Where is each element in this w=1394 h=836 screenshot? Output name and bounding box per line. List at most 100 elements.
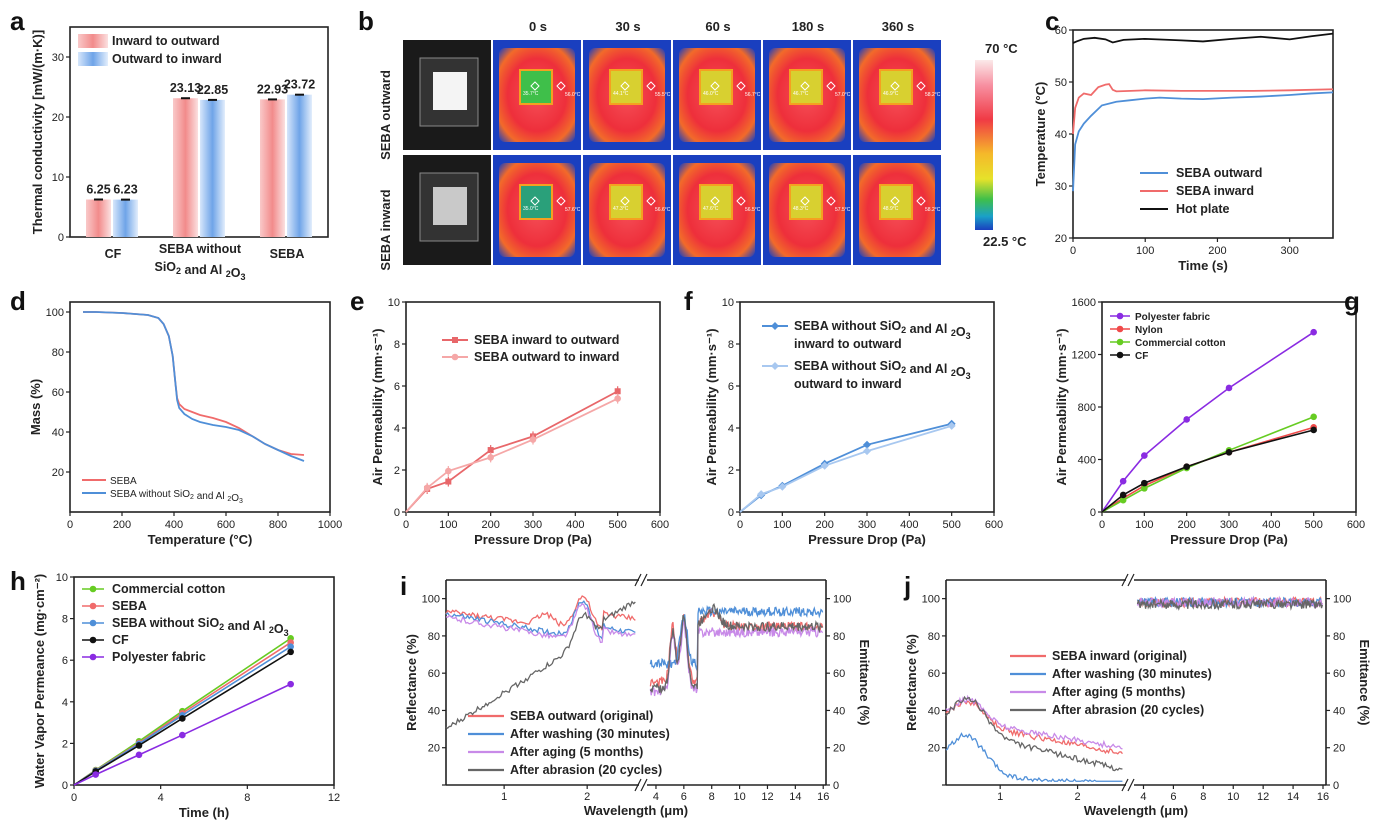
y2-tick-label: 0	[833, 780, 839, 792]
legend-label: SEBA outward (original)	[510, 709, 653, 723]
panel-d: 0 200 400 600 800 1000 20 40 60 80 100 Temperature …	[28, 301, 342, 547]
label-part: O	[231, 493, 239, 504]
y-tick-label: 10	[52, 172, 64, 184]
label-part: SEBA without SiO	[794, 359, 901, 373]
legend-marker	[89, 653, 97, 661]
legend-label: SEBA	[112, 599, 147, 613]
y-tick-label: 20	[52, 467, 64, 479]
y-tick-label: 40	[52, 427, 64, 439]
legend-label: Commercial cotton	[112, 582, 225, 596]
label-part: 3	[239, 498, 243, 505]
bar	[287, 94, 312, 238]
data-point	[1310, 328, 1317, 336]
axis-break	[634, 778, 642, 792]
category-label: SEBA	[270, 247, 305, 261]
data-label: 22.85	[197, 83, 228, 97]
probe-temp: 44.1°C	[613, 91, 629, 97]
y-tick-label: 10	[56, 572, 68, 584]
x-tick-label: 1000	[318, 519, 342, 531]
x-tick-label: 200	[481, 519, 499, 531]
legend-marker	[89, 602, 97, 610]
y-tick-label: 60	[928, 668, 940, 680]
probe-marker	[826, 196, 836, 206]
legend-label: inward to outward	[794, 337, 902, 351]
spectrum-line	[945, 699, 1123, 755]
x-tick-label: 400	[566, 519, 584, 531]
label-part: 2	[190, 494, 194, 501]
y-tick-label: 60	[428, 668, 440, 680]
emittance-line	[649, 607, 824, 687]
y-tick-label: 40	[928, 705, 940, 717]
panel-label: f	[684, 286, 693, 316]
bar	[260, 99, 285, 237]
panel-label: i	[400, 571, 407, 601]
y-axis-label: Air Permeability (mm·s⁻¹)	[370, 328, 385, 485]
legend-marker	[771, 322, 779, 330]
data-point	[1225, 384, 1233, 392]
x-tick-label: 300	[1220, 519, 1238, 531]
y-tick-label: 20	[1055, 233, 1067, 245]
panel-label: c	[1045, 6, 1059, 36]
panel-label: h	[10, 566, 26, 596]
series-line	[1072, 32, 1334, 44]
x-tick-label: 10	[1227, 791, 1239, 803]
x-tick-label: 800	[269, 519, 287, 531]
x-tick-label: 2	[584, 791, 590, 803]
legend-marker	[452, 337, 458, 343]
x-axis-label: Wavelength (μm)	[584, 803, 688, 818]
x-tick-label: 6	[1170, 791, 1176, 803]
label-part: 2	[226, 269, 231, 279]
panel-a: 0 10 20 30 Thermal conductivity [mW/(m·K)] 6.…	[30, 26, 329, 282]
plot-frame	[69, 26, 329, 238]
label-part: 2	[951, 328, 956, 338]
bar	[86, 199, 111, 237]
data-point	[778, 482, 787, 491]
x-tick-label: 16	[1317, 791, 1329, 803]
sample-hotspot	[519, 69, 553, 105]
x-tick-label: 400	[900, 519, 918, 531]
data-point	[863, 440, 871, 449]
row-label: SEBA inward	[378, 189, 393, 270]
label-part: SEBA without SiO	[794, 319, 901, 333]
label-part: SEBA without SiO	[112, 616, 219, 630]
panel-c: 0 100 200 300 20 30 40 50 60 Time (s) Temperature …	[1033, 25, 1334, 273]
x-tick-label: 1	[501, 791, 507, 803]
x-axis-label: Temperature (°C)	[148, 532, 253, 547]
x-tick-label: 16	[817, 791, 829, 803]
data-label: 23.72	[284, 78, 315, 92]
spectrum-line	[445, 595, 636, 631]
y2-tick-label: 40	[1333, 705, 1345, 717]
series-line	[1072, 83, 1334, 135]
probe-marker	[556, 196, 566, 206]
legend-label: SEBA	[110, 476, 137, 487]
legend-label: Inward to outward	[112, 34, 220, 48]
probe-marker	[800, 81, 810, 91]
y-tick-label: 6	[394, 381, 400, 393]
label-part: 2	[901, 325, 906, 335]
probe-marker	[736, 196, 746, 206]
probe-temp: 47.3°C	[613, 206, 629, 212]
x-tick-label: 0	[403, 519, 409, 531]
y-tick-label: 100	[922, 594, 940, 606]
y-tick-label: 6	[62, 655, 68, 667]
probe-marker	[530, 81, 540, 91]
bar	[200, 99, 225, 238]
legend-marker	[451, 353, 459, 361]
spectrum-line	[445, 602, 636, 644]
data-point	[1310, 413, 1317, 421]
y2-tick-label: 80	[833, 631, 845, 643]
x-tick-label: 6	[681, 791, 687, 803]
y-tick-label: 0	[62, 780, 68, 792]
data-point	[1141, 485, 1148, 492]
x-axis-label: Time (h)	[179, 805, 229, 820]
legend-label: After aging (5 months)	[510, 745, 643, 759]
x-tick-label: 500	[942, 519, 960, 531]
x-tick-label: 200	[815, 519, 833, 531]
series-line	[739, 425, 952, 513]
y-tick-label: 0	[1090, 507, 1096, 519]
panel-b: 0 s 30 s 60 s 180 s 360 s SEBA outward 35.7°C 5…	[378, 19, 1027, 271]
legend-label: SEBA without SiO2 and Al 2O3	[794, 319, 971, 341]
x-tick-label: 300	[1280, 245, 1298, 257]
x-tick-label: 300	[524, 519, 542, 531]
